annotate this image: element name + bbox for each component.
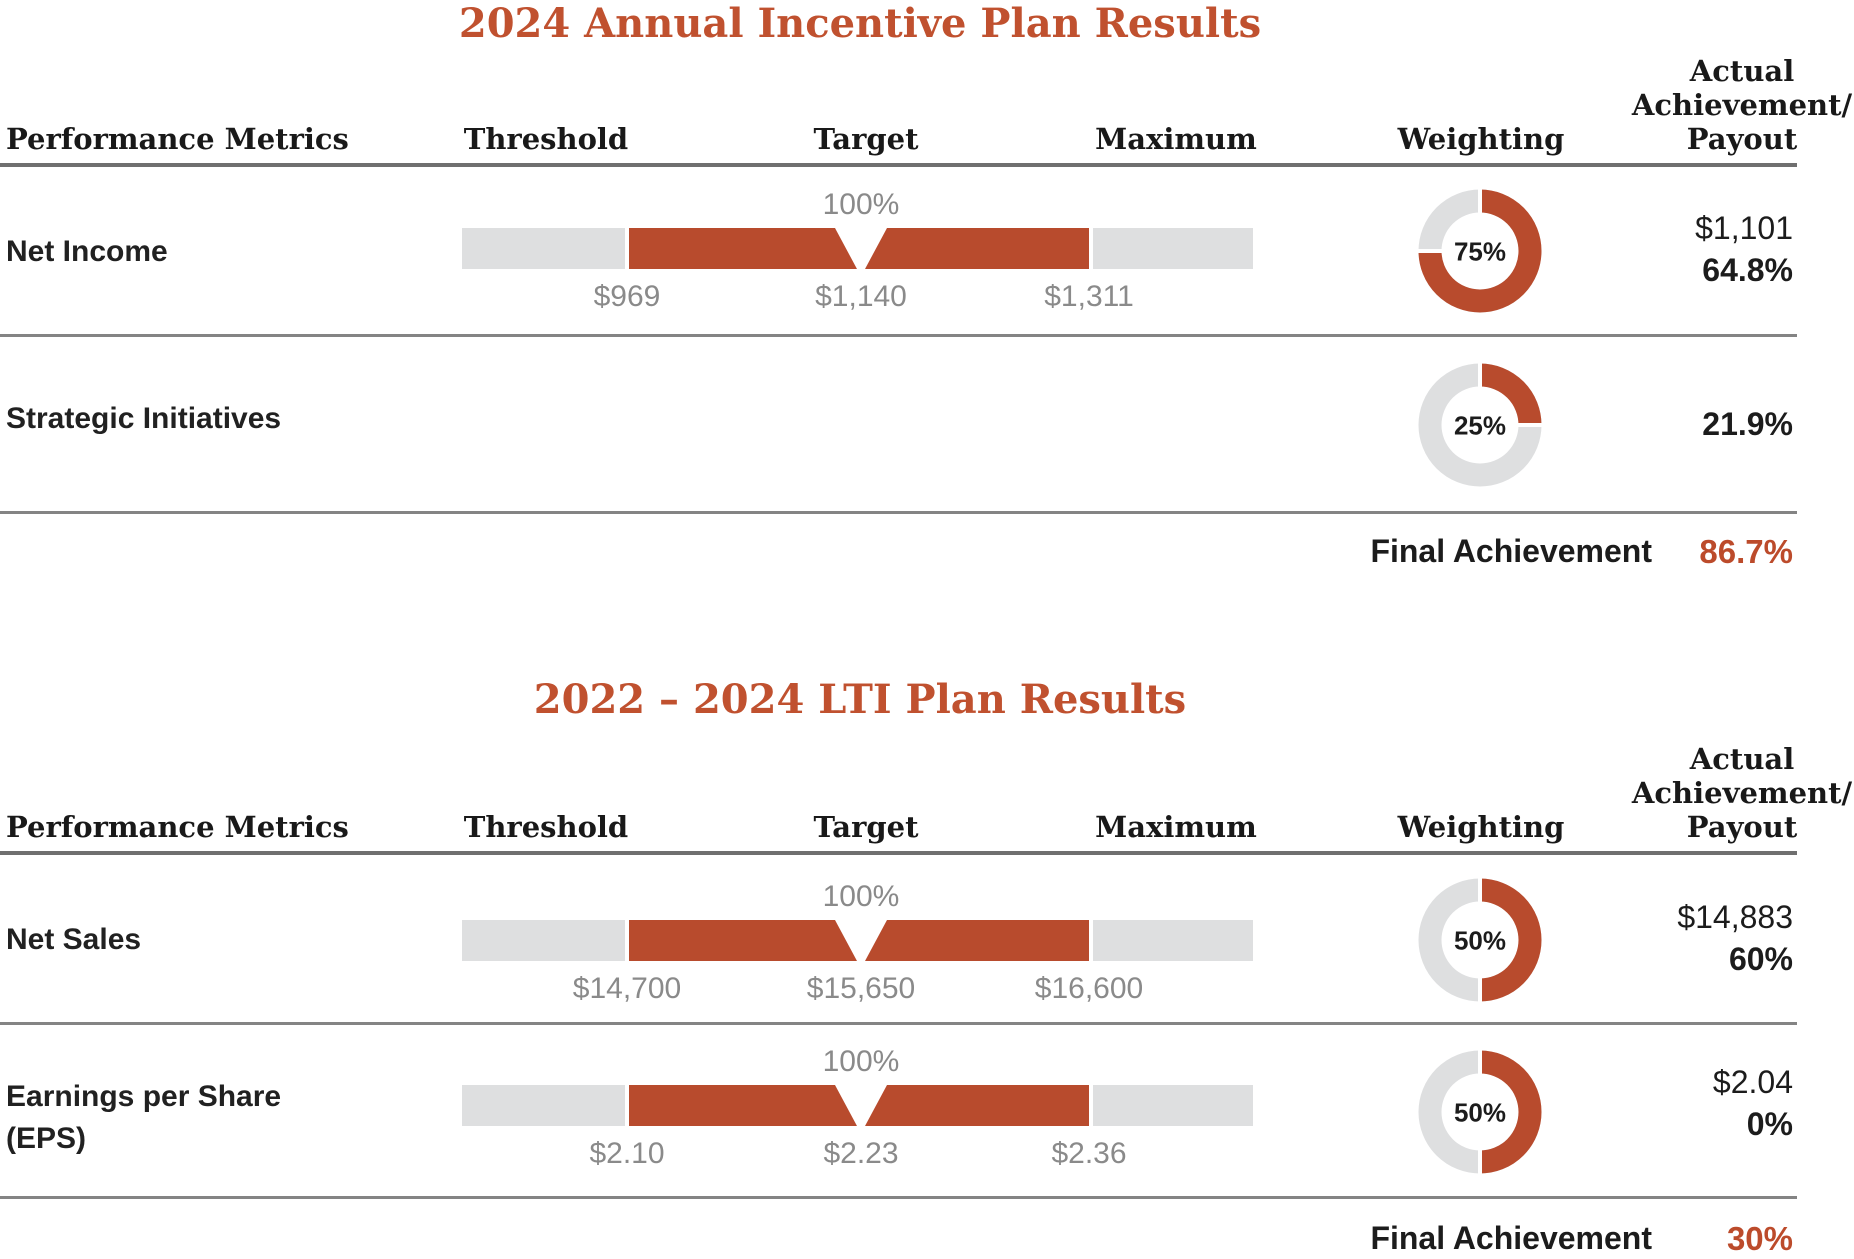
table1-header-target: Target <box>813 122 919 156</box>
target-achievement-label: 100% <box>822 1045 900 1078</box>
table2-row2-payout: $2.04 0% <box>1500 1061 1793 1145</box>
target-value-label: $1,140 <box>815 280 907 313</box>
table1-row1-payout: $1,101 64.8% <box>1500 207 1793 291</box>
payout-percent: 64.8% <box>1702 252 1793 288</box>
donut-label: 50% <box>1454 925 1506 955</box>
bar-fill-right <box>865 1085 1089 1126</box>
table1-row2-metric: Strategic Initiatives <box>6 402 282 435</box>
bar-track-right <box>1093 920 1253 961</box>
target-achievement-label: 100% <box>822 880 900 913</box>
table2-row1-metric: Net Sales <box>6 923 142 956</box>
bar-fill-left <box>629 1085 857 1126</box>
threshold-value-label: $2.10 <box>589 1137 665 1170</box>
table2-header-target: Target <box>813 810 919 844</box>
table1-row1-range-bar: 100% $969 $1,140 $1,311 <box>462 188 1253 313</box>
target-achievement-label: 100% <box>822 188 900 221</box>
donut-chart-25: 25% <box>1418 363 1542 487</box>
table1-header-payout-line1: Actual <box>1689 54 1795 88</box>
table1-header-rule <box>0 163 1797 167</box>
maximum-value-label: $16,600 <box>1034 972 1144 1005</box>
actual-value: $1,101 <box>1695 210 1793 246</box>
donut-chart-50: 50% <box>1418 1050 1542 1174</box>
table1-header-maximum: Maximum <box>1095 122 1257 156</box>
bar-fill-left <box>629 920 857 961</box>
table2-final-achievement-label: Final Achievement <box>1370 1220 1652 1256</box>
table1-row2-payout: 21.9% <box>1500 403 1793 445</box>
table2-row-rule-2 <box>0 1196 1797 1199</box>
table2-row2-range-bar: 100% $2.10 $2.23 $2.36 <box>462 1045 1253 1170</box>
actual-value: $2.04 <box>1712 1064 1793 1100</box>
donut-label: 25% <box>1454 410 1506 440</box>
table1-row-rule-2 <box>0 511 1797 514</box>
bar-track-left <box>462 228 625 269</box>
bar-track-left <box>462 920 625 961</box>
bar-track-right <box>1093 228 1253 269</box>
table1-row2-weighting-donut: 25% <box>1418 363 1542 487</box>
table2-row2-metric: Earnings per Share (EPS) <box>6 1076 281 1160</box>
table2-header-payout-line3: Payout <box>1686 810 1798 844</box>
table2-row1-payout: $14,883 60% <box>1500 896 1793 980</box>
donut-label: 75% <box>1454 236 1506 266</box>
actual-value: $14,883 <box>1677 899 1793 935</box>
table2-row-rule-1 <box>0 1022 1797 1025</box>
table2-row2-weighting-donut: 50% <box>1418 1050 1542 1174</box>
table1-final-achievement-label: Final Achievement <box>1370 533 1652 569</box>
table2-row1-weighting-donut: 50% <box>1418 878 1542 1002</box>
bar-track-left <box>462 1085 625 1126</box>
payout-percent: 60% <box>1728 941 1793 977</box>
table2-header-threshold: Threshold <box>463 810 629 844</box>
payout-percent: 21.9% <box>1702 406 1793 442</box>
table2-row1-range-bar: 100% $14,700 $15,650 $16,600 <box>462 880 1253 1005</box>
target-value-label: $15,650 <box>806 972 916 1005</box>
threshold-value-label: $14,700 <box>572 972 682 1005</box>
table1-header-metrics: Performance Metrics <box>6 122 349 156</box>
target-value-label: $2.23 <box>823 1137 899 1170</box>
donut-chart-75: 75% <box>1418 189 1542 313</box>
bar-fill-left <box>629 228 857 269</box>
maximum-value-label: $1,311 <box>1044 280 1134 313</box>
donut-chart-50: 50% <box>1418 878 1542 1002</box>
table1-header-payout-line3: Payout <box>1686 122 1798 156</box>
bar-track-right <box>1093 1085 1253 1126</box>
table1-row-rule-1 <box>0 334 1797 337</box>
maximum-value-label: $2.36 <box>1051 1137 1127 1170</box>
donut-label: 50% <box>1454 1097 1506 1127</box>
table1-header-payout-line2: Achievement/ <box>1631 88 1853 122</box>
table2-title: 2022 – 2024 LTI Plan Results <box>533 676 1187 723</box>
payout-percent: 0% <box>1746 1106 1793 1142</box>
table2-header-rule <box>0 851 1797 855</box>
table1-title: 2024 Annual Incentive Plan Results <box>458 0 1262 47</box>
table2-header-maximum: Maximum <box>1095 810 1257 844</box>
metric-line2: (EPS) <box>6 1122 87 1155</box>
table1-final-achievement-value: 86.7% <box>1699 533 1793 570</box>
table2-header-metrics: Performance Metrics <box>6 810 349 844</box>
table2-header-weighting: Weighting <box>1397 810 1565 844</box>
table1-row1-metric: Net Income <box>6 235 168 268</box>
table2-header-payout-line2: Achievement/ <box>1631 776 1853 810</box>
bar-fill-right <box>865 920 1089 961</box>
table2-header-payout-line1: Actual <box>1689 742 1795 776</box>
bar-fill-right <box>865 228 1089 269</box>
table1-header-weighting: Weighting <box>1397 122 1565 156</box>
table1-row1-weighting-donut: 75% <box>1418 189 1542 313</box>
table2-final-achievement-value: 30% <box>1726 1220 1793 1257</box>
table1-header-payout: Actual Achievement/ Payout <box>1592 54 1854 156</box>
metric-line1: Earnings per Share <box>6 1080 282 1113</box>
table1-header-threshold: Threshold <box>463 122 629 156</box>
threshold-value-label: $969 <box>593 280 661 313</box>
table2-header-payout: Actual Achievement/ Payout <box>1592 742 1854 844</box>
